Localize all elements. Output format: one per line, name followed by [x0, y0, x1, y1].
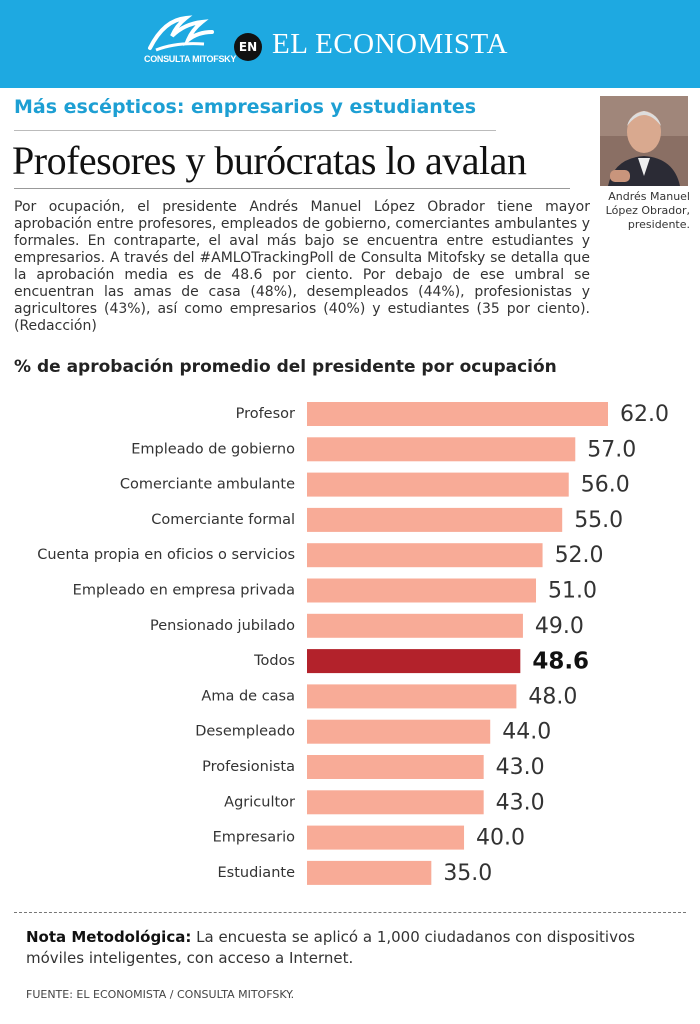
bar — [307, 755, 484, 779]
bar — [307, 578, 537, 603]
rule — [14, 130, 496, 131]
headline: Profesores y burócratas lo avalan — [12, 138, 527, 183]
value-label: 49.0 — [535, 614, 584, 639]
value-label: 55.0 — [574, 508, 623, 533]
note-text: La encuesta se aplicó a 1,000 ciudadanos… — [26, 928, 635, 967]
category-label: Profesionista — [202, 759, 295, 775]
logo-mark — [148, 15, 214, 52]
value-label: 48.0 — [528, 684, 577, 709]
kicker: Más escépticos: empresarios y estudiante… — [14, 96, 477, 118]
value-label: 40.0 — [476, 826, 525, 851]
value-label: 52.0 — [555, 543, 604, 568]
value-label: 43.0 — [496, 790, 545, 815]
value-label: 35.0 — [443, 861, 492, 886]
rule — [14, 188, 570, 189]
bar — [307, 437, 576, 462]
photo — [600, 96, 688, 186]
bar — [307, 790, 484, 815]
category-label: Comerciante ambulante — [120, 477, 295, 493]
chart: Profesor 62.0 Empleado de gobierno 57.0 Come… — [37, 402, 669, 886]
value-label: 62.0 — [620, 402, 669, 427]
photo-caption: Andrés Manuel López Obrador, presidente. — [605, 190, 690, 231]
value-label: 56.0 — [581, 473, 630, 498]
category-label: Profesor — [236, 406, 295, 422]
value-label: 51.0 — [548, 579, 597, 604]
category-label: Cuenta propia en oficios o servicios — [37, 547, 295, 563]
value-label: 44.0 — [502, 720, 551, 745]
category-label: Agricultor — [224, 794, 295, 810]
value-label: 48.6 — [532, 649, 589, 675]
category-label: Desempleado — [195, 724, 295, 740]
value-label: 57.0 — [587, 437, 636, 462]
category-label: Ama de casa — [201, 688, 295, 704]
brand: EL ECONOMISTA — [272, 28, 508, 60]
bar — [307, 684, 517, 709]
category-label: Pensionado jubilado — [150, 618, 295, 634]
badge: EN — [234, 33, 262, 61]
bar — [307, 613, 523, 638]
source: FUENTE: EL ECONOMISTA / CONSULTA MITOFSK… — [26, 988, 295, 1001]
bar — [307, 402, 608, 426]
bar — [307, 472, 569, 497]
bar — [307, 543, 543, 568]
body-text: Por ocupación, el presidente Andrés Manu… — [14, 199, 590, 334]
bar — [307, 860, 432, 885]
bar — [307, 649, 521, 674]
header-bar: CONSULTA MITOFSKY EN EL ECONOMISTA — [0, 0, 700, 88]
bar — [307, 825, 465, 850]
bar — [307, 507, 563, 532]
note-label: Nota Metodológica: — [26, 928, 192, 946]
value-label: 43.0 — [496, 755, 545, 780]
bar — [307, 719, 491, 744]
chart-title: % de aprobación promedio del presidente … — [14, 357, 557, 377]
category-label: Empleado de gobierno — [131, 441, 295, 457]
category-label: Estudiante — [217, 865, 295, 881]
note: Nota Metodológica: La encuesta se aplicó… — [26, 927, 656, 969]
category-label: Todos — [253, 653, 295, 669]
category-label: Comerciante formal — [151, 512, 295, 528]
divider — [14, 912, 686, 913]
category-label: Empresario — [213, 830, 295, 846]
logo-text: CONSULTA MITOFSKY — [144, 54, 237, 64]
category-label: Empleado en empresa privada — [73, 583, 295, 599]
